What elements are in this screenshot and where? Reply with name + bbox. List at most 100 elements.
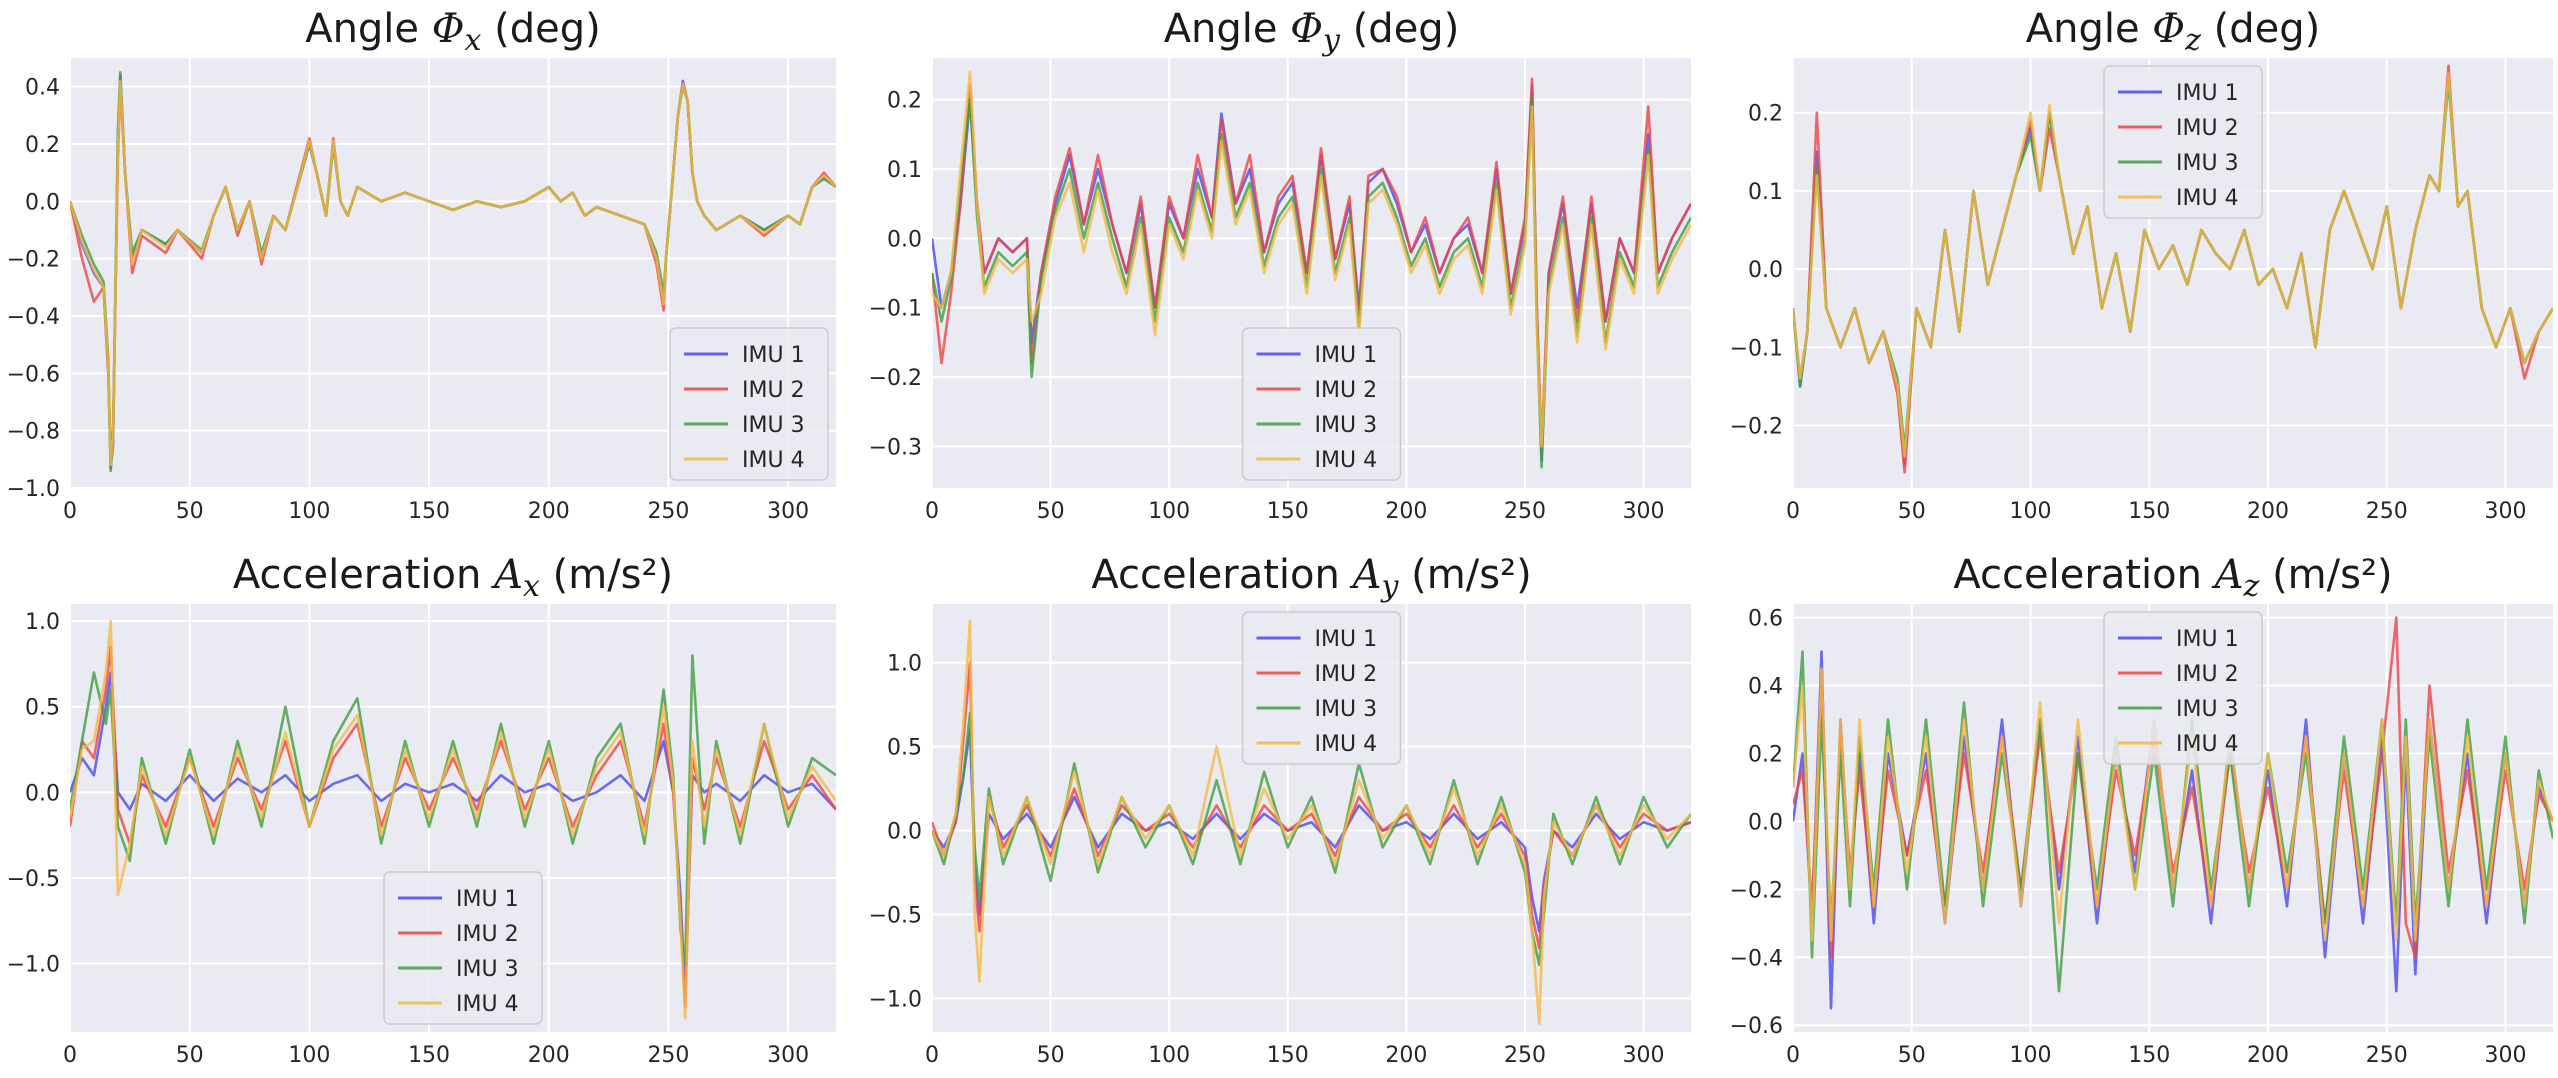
chart-title: Acceleration Ax (m/s²) (233, 552, 673, 604)
legend-label-imu-1: IMU 1 (1315, 627, 1378, 652)
legend-box (2103, 65, 2263, 219)
x-tick-label: 250 (2366, 499, 2408, 524)
legend-box (383, 871, 543, 1025)
y-tick-label: −0.1 (1730, 336, 1783, 361)
y-tick-label: 0.0 (887, 820, 922, 845)
x-tick-label: 200 (2247, 1043, 2289, 1068)
x-tick-label: 300 (1623, 1043, 1665, 1068)
y-tick-label: −0.3 (869, 435, 922, 460)
series-line-imu-4 (1793, 72, 2553, 459)
chart-panel-2: 0 50 100 150 200 250 300 −0.3 −0.2 −0.1 0.0 0.1 0.2 A… (869, 6, 1691, 524)
y-tick-label: 0.2 (887, 89, 922, 114)
x-tick-label: 100 (288, 1043, 330, 1068)
legend-label-imu-1: IMU 1 (742, 343, 805, 368)
legend-label-imu-3: IMU 3 (2176, 697, 2239, 722)
x-tick-label: 150 (408, 499, 450, 524)
x-tick-label: 0 (1786, 1043, 1800, 1068)
x-tick-label: 200 (2247, 499, 2289, 524)
x-tick-label: 300 (2485, 1043, 2527, 1068)
x-tick-label: 200 (1385, 1043, 1427, 1068)
chart-title: Angle Φz (deg) (2026, 6, 2320, 58)
legend-label-imu-3: IMU 3 (742, 413, 805, 438)
x-tick-label: 0 (1786, 499, 1800, 524)
legend-label-imu-2: IMU 2 (742, 378, 805, 403)
x-tick-label: 250 (647, 499, 689, 524)
chart-panel-5: 0 50 100 150 200 250 300 −1.0 −0.5 0.0 0.5 1.0 Accel… (869, 552, 1691, 1068)
legend-label-imu-3: IMU 3 (1315, 697, 1378, 722)
chart-panel-6: 0 50 100 150 200 250 300 −0.6 −0.4 −0.2 0.0 0.2 0.4 0… (1730, 552, 2553, 1068)
x-tick-label: 0 (63, 499, 77, 524)
y-tick-label: 1.0 (887, 652, 922, 677)
x-tick-label: 250 (1504, 1043, 1546, 1068)
x-tick-label: 50 (1037, 1043, 1065, 1068)
legend-box (1241, 611, 1402, 765)
legend-box (2103, 611, 2263, 765)
y-tick-label: 0.1 (887, 158, 922, 183)
y-tick-label: 0.0 (25, 781, 60, 806)
y-tick-label: −0.5 (7, 867, 60, 892)
x-tick-label: 50 (176, 499, 204, 524)
x-tick-label: 0 (63, 1043, 77, 1068)
x-tick-label: 300 (767, 1043, 809, 1068)
series-line-imu-4 (932, 619, 1691, 1025)
chart-panel-4: 0 50 100 150 200 250 300 −1.0 −0.5 0.0 0.5 1.0 Accel… (7, 552, 836, 1068)
x-tick-label: 200 (1385, 499, 1427, 524)
legend-label-imu-1: IMU 1 (2176, 81, 2239, 106)
legend: IMU 1 IMU 2 IMU 3 IMU 4 (383, 871, 543, 1025)
legend-label-imu-1: IMU 1 (2176, 627, 2239, 652)
y-tick-label: −0.4 (7, 305, 60, 330)
legend-label-imu-2: IMU 2 (1315, 378, 1378, 403)
series-line-imu-4 (70, 79, 836, 467)
y-tick-label: −1.0 (7, 477, 60, 502)
series-group (1793, 64, 2553, 474)
x-tick-label: 100 (1148, 1043, 1190, 1068)
y-tick-label: 0.0 (1748, 258, 1783, 283)
legend-label-imu-4: IMU 4 (742, 448, 805, 473)
x-tick-label: 150 (1267, 499, 1309, 524)
x-tick-label: 100 (2010, 499, 2052, 524)
x-tick-label: 50 (1898, 499, 1926, 524)
legend-label-imu-4: IMU 4 (2176, 186, 2239, 211)
legend-label-imu-2: IMU 2 (456, 922, 519, 947)
x-tick-label: 150 (2128, 499, 2170, 524)
y-tick-label: 0.0 (25, 190, 60, 215)
series-line-imu-4 (932, 70, 1691, 448)
x-tick-label: 100 (2010, 1043, 2052, 1068)
y-tick-label: 0.4 (25, 76, 60, 101)
legend-label-imu-4: IMU 4 (1315, 448, 1378, 473)
y-tick-label: −1.0 (7, 953, 60, 978)
y-tick-label: 0.2 (25, 133, 60, 158)
chart-title: Acceleration Ay (m/s²) (1091, 552, 1531, 604)
legend-label-imu-1: IMU 1 (1315, 343, 1378, 368)
y-tick-label: 0.1 (1748, 180, 1783, 205)
x-tick-label: 150 (408, 1043, 450, 1068)
y-tick-label: −0.6 (1730, 1014, 1783, 1039)
legend: IMU 1 IMU 2 IMU 3 IMU 4 (1241, 611, 1402, 765)
x-tick-label: 200 (528, 1043, 570, 1068)
y-tick-label: −0.8 (7, 420, 60, 445)
x-tick-label: 100 (1148, 499, 1190, 524)
chart-panel-3: 0 50 100 150 200 250 300 −0.2 −0.1 0.0 0.1 0.2 Angle… (1730, 6, 2553, 524)
y-tick-label: 1.0 (25, 610, 60, 635)
chart-title: Angle Φx (deg) (305, 6, 601, 58)
chart-title: Acceleration Az (m/s²) (1953, 552, 2392, 604)
series-group (932, 70, 1691, 469)
y-tick-label: 0.2 (1748, 742, 1783, 767)
y-tick-label: −0.6 (7, 362, 60, 387)
legend: IMU 1 IMU 2 IMU 3 IMU 4 (2103, 65, 2263, 219)
legend-label-imu-4: IMU 4 (1315, 732, 1378, 757)
legend-label-imu-4: IMU 4 (2176, 732, 2239, 757)
y-tick-label: 0.6 (1748, 607, 1783, 632)
legend: IMU 1 IMU 2 IMU 3 IMU 4 (1241, 327, 1402, 481)
y-tick-label: −0.2 (1730, 878, 1783, 903)
y-tick-label: −1.0 (869, 987, 922, 1012)
x-tick-label: 300 (1623, 499, 1665, 524)
x-tick-label: 0 (925, 499, 939, 524)
y-tick-label: −0.4 (1730, 946, 1783, 971)
x-tick-label: 150 (2128, 1043, 2170, 1068)
series-line-imu-4 (70, 619, 836, 1020)
x-tick-label: 150 (1267, 1043, 1309, 1068)
legend: IMU 1 IMU 2 IMU 3 IMU 4 (669, 327, 829, 481)
series-group (70, 71, 836, 473)
